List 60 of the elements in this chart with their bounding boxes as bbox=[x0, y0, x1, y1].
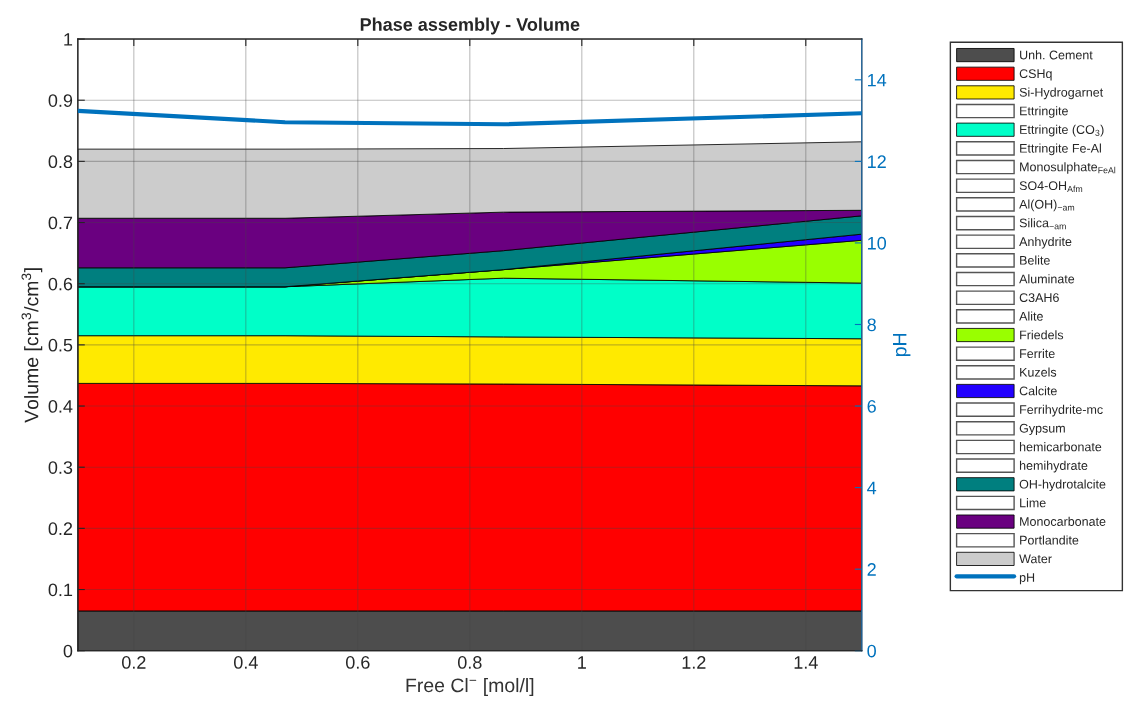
legend-label: Friedels bbox=[1020, 330, 1064, 340]
legend-label: Gypsum bbox=[1019, 423, 1065, 436]
legend-label: pH bbox=[1019, 573, 1035, 585]
legend-label: Aluminate bbox=[1019, 274, 1075, 284]
y2-tick-label: 14 bbox=[868, 73, 887, 87]
legend-label: SO4-OH$_{Afm}$ bbox=[1019, 181, 1083, 192]
y2-tick-label: 0 bbox=[867, 644, 876, 658]
legend-label: Ettringite (CO$_{3}$) bbox=[1020, 124, 1104, 137]
x-tick-label: 0.2 bbox=[121, 656, 146, 669]
legend-label: Water bbox=[1019, 554, 1052, 564]
y2-tick-label: 4 bbox=[867, 481, 877, 495]
legend-label: Ferrihydrite-mc bbox=[1020, 404, 1103, 417]
legend-label: Monosulphate$_{FeAl}$ bbox=[1020, 162, 1116, 174]
line-series bbox=[77, 108, 862, 127]
y-tick-label: 0.6 bbox=[48, 277, 73, 291]
legend-label: Calcite bbox=[1019, 386, 1057, 396]
legend-label: Anhydrite bbox=[1019, 236, 1072, 249]
legend-label: Al(OH)$_{−am}$ bbox=[1019, 199, 1075, 212]
legend-label: hemihydrate bbox=[1019, 460, 1088, 473]
x-tick-label: 0.8 bbox=[457, 656, 482, 669]
legend-label: Kuzels bbox=[1020, 367, 1057, 377]
y-tick-label: 0.9 bbox=[48, 94, 73, 107]
y-tick-label: 0.4 bbox=[48, 399, 73, 413]
legend-label: OH-hydrotalcite bbox=[1019, 479, 1106, 492]
y-axis-title: Volume [cm$^{3}$/cm$^{3}$] bbox=[21, 268, 43, 423]
legend-label: Monocarbonate bbox=[1020, 516, 1106, 526]
legend-label: Ettringite bbox=[1020, 106, 1068, 118]
legend-label: Si-Hydrogarnet bbox=[1019, 87, 1104, 100]
x-tick-label: 0.4 bbox=[233, 656, 258, 669]
x-tick-label: 1.4 bbox=[794, 656, 818, 669]
chart-title: Phase assembly - Volume bbox=[360, 17, 580, 35]
y-tick-label: 0.8 bbox=[48, 155, 73, 169]
x-axis-title: Free Cl$^{−}$ [mol/l] bbox=[406, 677, 534, 697]
y-tick-label: 0.1 bbox=[48, 583, 73, 597]
y2-tick-label: 6 bbox=[867, 399, 876, 413]
legend-label: C3AH6 bbox=[1019, 293, 1059, 303]
x-tick-label: 1 bbox=[578, 656, 586, 669]
y2-tick-label: 2 bbox=[867, 563, 876, 576]
legend-label: Alite bbox=[1019, 311, 1043, 321]
y-tick-label: 0.7 bbox=[48, 216, 73, 230]
legend-label: Unh. Cement bbox=[1020, 50, 1093, 60]
legend-label: Belite bbox=[1020, 255, 1050, 265]
y-tick-label: 0.3 bbox=[48, 461, 73, 474]
legend-label: CSHq bbox=[1019, 69, 1052, 81]
y-tick-label: 0.5 bbox=[48, 338, 73, 352]
legend-label: hemicarbonate bbox=[1019, 442, 1102, 452]
y-tick-label: 0 bbox=[63, 644, 73, 658]
legend-label: Ettringite Fe-Al bbox=[1020, 143, 1101, 156]
legend-label: Portlandite bbox=[1020, 535, 1079, 545]
y2-tick-label: 10 bbox=[868, 236, 887, 250]
legend-label: Lime bbox=[1020, 498, 1046, 508]
y2-tick-label: 12 bbox=[868, 155, 886, 168]
y-tick-label: 0.2 bbox=[48, 522, 73, 536]
legend-label: Silica$_{−am}$ bbox=[1019, 218, 1066, 230]
y2-tick-label: 8 bbox=[867, 318, 876, 332]
y2-axis-title: pH bbox=[893, 334, 911, 357]
y-tick-label: 1 bbox=[64, 33, 73, 46]
x-tick-label: 1.2 bbox=[682, 656, 706, 669]
legend-label: Ferrite bbox=[1020, 348, 1055, 359]
x-tick-label: 0.6 bbox=[345, 656, 370, 669]
